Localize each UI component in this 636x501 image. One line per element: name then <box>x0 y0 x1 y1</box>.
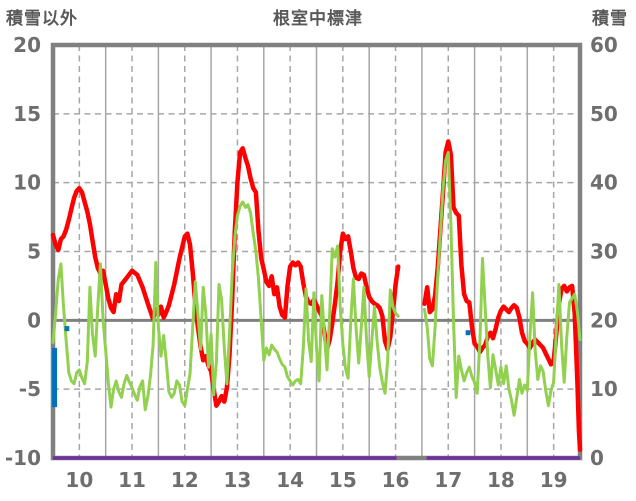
x-axis-tick-label: 17 <box>434 468 462 492</box>
x-axis-tick-label: 15 <box>329 468 357 492</box>
x-axis-tick-label: 16 <box>382 468 410 492</box>
x-axis-tick-label: 18 <box>487 468 515 492</box>
right-axis-tick-label: 20 <box>590 308 618 332</box>
left-axis-tick-label: -5 <box>19 377 41 401</box>
left-axis-tick-label: -10 <box>5 446 41 470</box>
right-axis-tick-label: 60 <box>590 33 618 57</box>
chart-title: 根室中標津 <box>273 9 363 29</box>
right-axis-tick-label: 40 <box>590 171 618 195</box>
left-axis-tick-label: 0 <box>27 308 41 332</box>
left-axis-title: 積雪以外 <box>6 9 78 29</box>
x-axis-tick-label: 14 <box>276 468 304 492</box>
right-axis-tick-label: 10 <box>590 377 618 401</box>
x-axis-tick-label: 13 <box>224 468 252 492</box>
left-axis-tick-label: 15 <box>13 102 41 126</box>
green-line <box>51 200 400 412</box>
green-line <box>423 150 582 417</box>
red-line <box>50 146 401 408</box>
x-axis-tick-label: 12 <box>171 468 199 492</box>
x-axis-tick-label: 10 <box>65 468 93 492</box>
left-axis-tick-label: 5 <box>27 240 41 264</box>
right-axis-tick-label: 50 <box>590 102 618 126</box>
right-axis-tick-label: 0 <box>590 446 604 470</box>
left-axis-tick-label: 20 <box>13 33 41 57</box>
right-axis-title: 積雪 <box>592 9 628 29</box>
x-axis-tick-label: 11 <box>118 468 146 492</box>
left-axis-tick-label: 10 <box>13 171 41 195</box>
x-axis-tick-label: 19 <box>540 468 568 492</box>
right-axis-tick-label: 30 <box>590 240 618 264</box>
